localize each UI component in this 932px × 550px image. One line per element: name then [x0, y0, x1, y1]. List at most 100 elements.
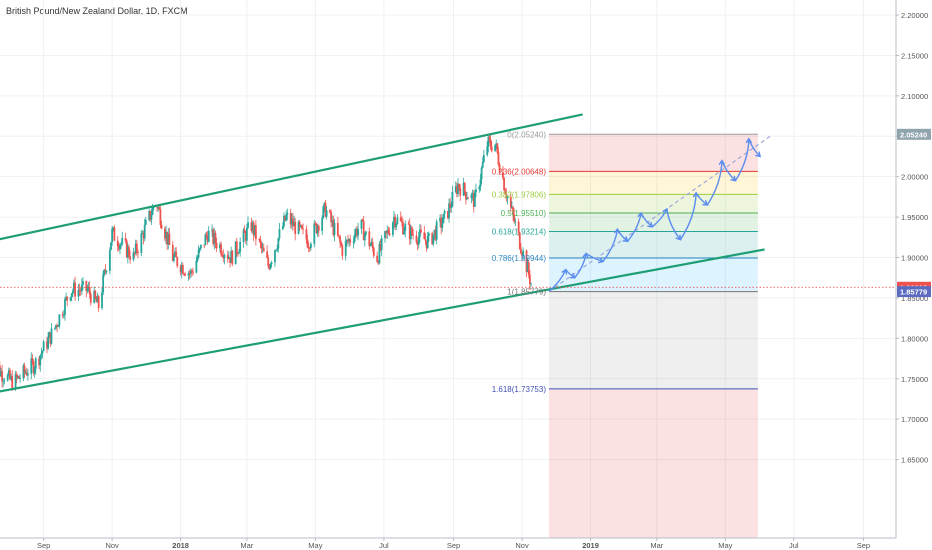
- candle-body: [46, 341, 48, 349]
- candle-body: [411, 227, 413, 235]
- candle-body: [23, 365, 26, 373]
- candle-body: [439, 217, 441, 222]
- candle-body: [427, 233, 430, 237]
- candle-body: [129, 256, 131, 260]
- price-badge: [897, 128, 931, 140]
- candle-body: [521, 253, 523, 257]
- candle-body: [432, 234, 435, 245]
- candle-body: [251, 222, 254, 231]
- candle-body: [455, 186, 458, 194]
- candle-body: [165, 231, 167, 239]
- projection-arrowhead: [582, 252, 589, 259]
- fib-level-label: 1.618(1.73753): [492, 385, 547, 394]
- candle-body: [440, 217, 443, 228]
- candle-body: [50, 328, 53, 344]
- candle-body: [250, 222, 253, 231]
- candle-body: [258, 239, 261, 241]
- candle-body: [308, 247, 311, 249]
- candle-body: [518, 232, 521, 249]
- fib-zone: [548, 194, 758, 213]
- candle-body: [158, 207, 161, 210]
- candle-body: [22, 365, 25, 379]
- candle-body: [462, 182, 465, 196]
- candle-body: [423, 232, 426, 240]
- candle-body: [522, 250, 525, 257]
- fib-zone: [548, 171, 758, 195]
- projection-segment: [695, 192, 708, 206]
- candle-body: [7, 370, 10, 375]
- candle-body: [189, 270, 192, 274]
- candle-body: [234, 241, 237, 265]
- candle-body: [517, 221, 520, 233]
- candle-body: [33, 368, 36, 374]
- candle-body: [354, 229, 357, 235]
- candle-body: [305, 229, 308, 240]
- upper-channel-line: [0, 113, 583, 241]
- candle-body: [276, 248, 279, 251]
- candle-body: [9, 370, 11, 380]
- candle-body: [376, 255, 379, 262]
- candle-body: [151, 207, 154, 215]
- candle-body: [369, 244, 372, 247]
- candle-body: [140, 233, 143, 253]
- candle-body: [199, 244, 202, 249]
- candle-body: [489, 139, 492, 147]
- candle-body: [70, 293, 73, 298]
- fib-zone: [548, 134, 758, 172]
- y-tick-label: 2.10000: [901, 92, 928, 101]
- candle-body: [27, 373, 29, 376]
- candle-body: [262, 247, 265, 252]
- candle-body: [408, 224, 411, 240]
- candle-body: [269, 264, 272, 269]
- candle-body: [365, 231, 367, 235]
- candle-body: [391, 222, 394, 235]
- candle-body: [231, 250, 234, 265]
- candle-body: [62, 314, 65, 316]
- candle-body: [126, 247, 129, 258]
- candle-body: [57, 325, 60, 327]
- candle-body: [274, 250, 276, 263]
- candle-body: [221, 254, 224, 256]
- candle-body: [363, 234, 366, 241]
- candle-body: [361, 219, 364, 222]
- fib-zone: [548, 231, 758, 258]
- y-tick-label: 2.00000: [901, 173, 928, 182]
- projection-segment: [548, 269, 567, 292]
- candle-body: [157, 207, 160, 209]
- candle-body: [450, 206, 453, 208]
- candle-body: [329, 210, 331, 213]
- fib-level-label: 1(1.85779): [507, 288, 546, 297]
- candle-body: [259, 239, 262, 244]
- projection-segment: [748, 138, 761, 157]
- candle-body: [16, 376, 19, 378]
- candle-body: [65, 296, 67, 300]
- candle-body: [124, 237, 127, 241]
- projection-trend-line: [548, 134, 773, 292]
- candle-body: [340, 242, 343, 246]
- candle-body: [424, 239, 427, 241]
- y-tick-label: 2.20000: [901, 11, 928, 20]
- candle-body: [187, 273, 190, 276]
- candle-body: [235, 241, 238, 254]
- candle-body: [482, 154, 485, 163]
- candle-body: [206, 235, 209, 242]
- y-tick-label: 2.15000: [901, 51, 928, 60]
- candle-body: [66, 296, 69, 301]
- candle-body: [184, 273, 187, 276]
- candle-body: [203, 244, 206, 246]
- candle-body: [348, 239, 350, 242]
- candle-body: [79, 290, 82, 292]
- candle-body: [506, 196, 509, 199]
- candle-body: [307, 247, 310, 249]
- projection-arrowhead: [675, 234, 682, 241]
- candle-body: [11, 376, 14, 390]
- candle-body: [134, 243, 137, 254]
- candle-body: [160, 224, 163, 229]
- x-tick-label: Jul: [789, 541, 799, 550]
- x-tick-label: Mar: [650, 541, 663, 550]
- candle-body: [38, 358, 41, 366]
- candle-body: [0, 365, 1, 376]
- x-tick-label: Sep: [857, 541, 870, 550]
- fib-level-label: 0.5(1.95510): [501, 209, 547, 218]
